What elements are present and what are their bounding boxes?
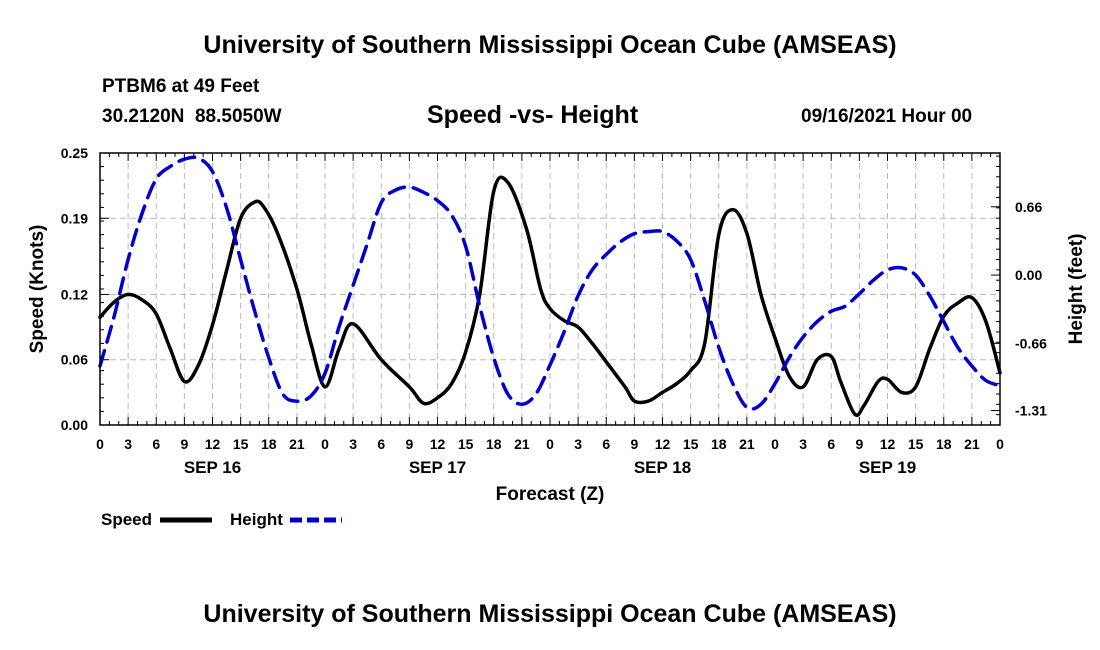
y-tick-label: 0.12 [61,286,88,302]
chart-title: Speed -vs- Height [427,101,639,129]
x-tick-label: 15 [458,436,474,452]
x-tick-label: 12 [205,436,221,452]
x-tick-label: 12 [655,436,671,452]
x-tick-label: 0 [96,436,104,452]
x-tick-label: 18 [936,436,952,452]
x-tick-label: 21 [739,436,755,452]
x-tick-label: 0 [996,436,1004,452]
chart-grid [100,153,1000,425]
x-tick-label: 18 [261,436,277,452]
y-tick-label: 0.06 [61,352,88,368]
day-label: SEP 18 [634,458,691,477]
x-tick-label: 6 [377,436,385,452]
day-label: SEP 17 [409,458,466,477]
y-tick-label: 0.19 [61,210,88,226]
x-axis-label: Forecast (Z) [496,484,605,505]
coordinates-label: 30.2120N 88.5050W [102,106,282,127]
day-label: SEP 19 [859,458,916,477]
x-tick-label: 15 [233,436,249,452]
x-tick-label: 15 [683,436,699,452]
x-tick-label: 3 [574,436,582,452]
x-tick-label: 21 [964,436,980,452]
day-label: SEP 16 [184,458,241,477]
forecast-date-label: 09/16/2021 Hour 00 [801,106,973,127]
legend-height-label: Height [230,510,283,529]
plot-frame [99,152,1001,426]
legend-speed-label: Speed [101,510,153,529]
x-tick-label: 18 [711,436,727,452]
y2-tick-label: 0.00 [1015,267,1042,283]
x-tick-label: 0 [321,436,329,452]
y-axis-label: Speed (Knots) [27,225,48,354]
x-tick-label: 6 [602,436,610,452]
x-tick-label: 6 [827,436,835,452]
y2-tick-label: 0.66 [1015,199,1042,215]
x-tick-label: 6 [152,436,160,452]
chart-series [98,155,1002,417]
x-tick-label: 3 [349,436,357,452]
x-tick-label: 0 [546,436,554,452]
page-title: University of Southern Mississippi Ocean… [203,31,897,59]
x-tick-label: 9 [180,436,188,452]
y-tick-label: 0.25 [61,145,88,161]
height-series-line [98,155,1002,411]
speed-series-line [98,175,1002,417]
y-tick-label: 0.00 [61,417,88,433]
x-tick-label: 3 [124,436,132,452]
chart-tick-labels: 0 3 6 9 12 15 18 21 0 3 6 9 12 15 18 21 0 3 6 9 12 15 18 21 0 3 6 9… [61,145,1047,477]
x-tick-label: 0 [771,436,779,452]
x-tick-label: 3 [799,436,807,452]
footer-title: University of Southern Mississippi Ocean… [203,600,897,628]
station-label: PTBM6 at 49 Feet [102,76,260,97]
y2-tick-label: -0.66 [1015,335,1047,351]
x-tick-label: 12 [880,436,896,452]
x-tick-label: 21 [289,436,305,452]
x-tick-label: 15 [908,436,924,452]
y2-axis-label: Height (feet) [1066,234,1087,345]
y2-tick-label: -1.31 [1015,403,1047,419]
x-tick-label: 18 [486,436,502,452]
x-tick-label: 12 [430,436,446,452]
x-tick-label: 9 [855,436,863,452]
x-tick-label: 9 [630,436,638,452]
x-tick-label: 21 [514,436,530,452]
x-tick-label: 9 [405,436,413,452]
